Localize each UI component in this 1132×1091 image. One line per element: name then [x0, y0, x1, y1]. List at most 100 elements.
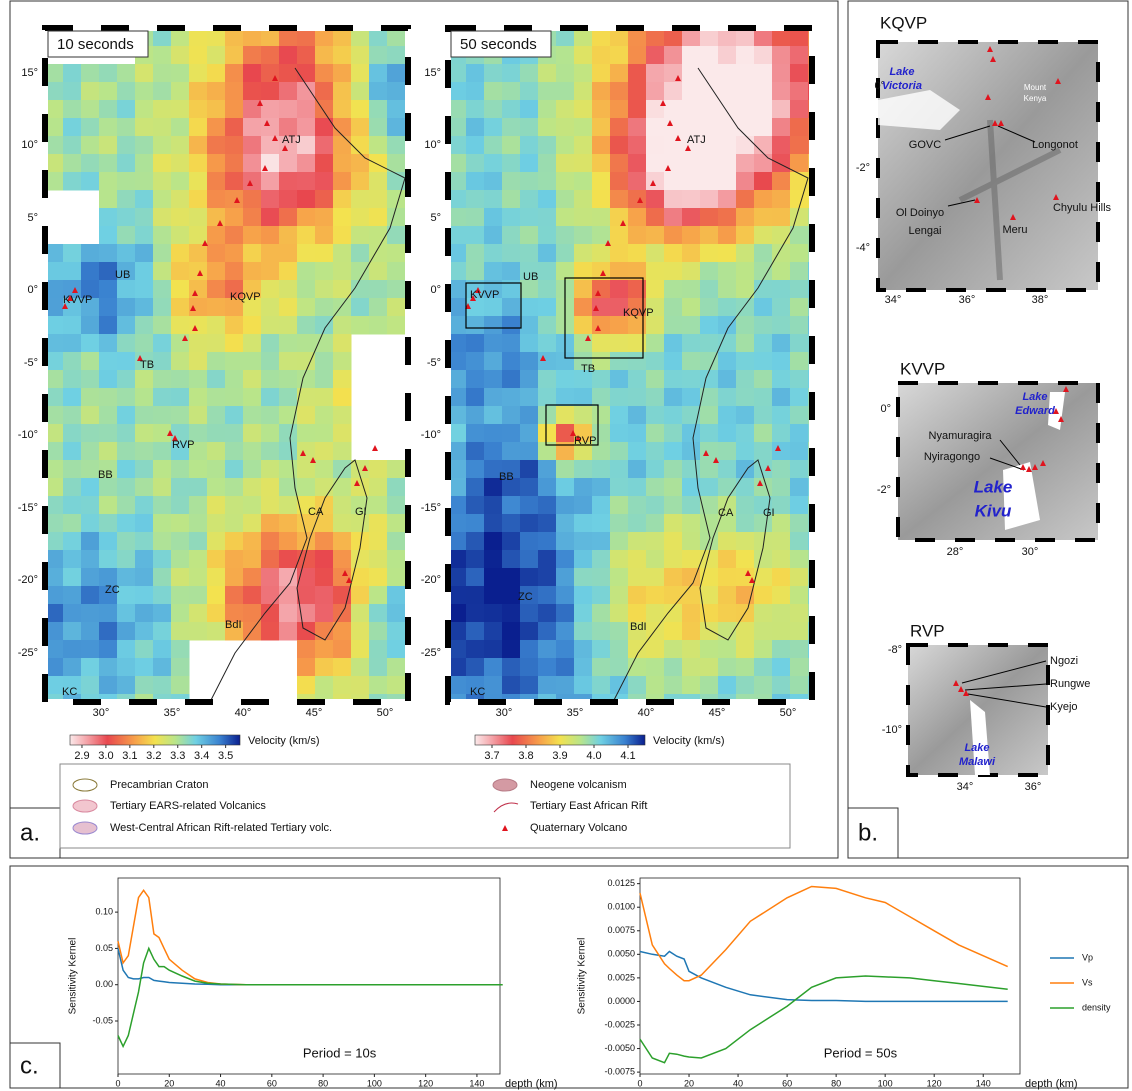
velocity-cell [754, 208, 773, 227]
velocity-cell [189, 568, 208, 587]
velocity-cell [117, 172, 136, 191]
velocity-cell [261, 496, 280, 515]
velocity-cell [556, 388, 575, 407]
velocity-cell [448, 64, 467, 83]
velocity-cell [646, 442, 665, 461]
velocity-cell [297, 208, 316, 227]
volcano [660, 100, 666, 106]
velocity-cell [700, 226, 719, 245]
velocity-cell [610, 244, 629, 263]
velocity-cell [736, 388, 755, 407]
velocity-cell [502, 514, 521, 533]
velocity-cell [646, 244, 665, 263]
velocity-cell [700, 136, 719, 155]
velocity-cell [664, 280, 683, 299]
inset-title: RVP [910, 621, 945, 640]
velocity-cell [502, 550, 521, 569]
velocity-cell [736, 622, 755, 641]
velocity-cell [754, 190, 773, 209]
lat-tick: 5° [27, 212, 38, 224]
velocity-cell [520, 208, 539, 227]
velocity-cell [736, 370, 755, 389]
velocity-cell [261, 424, 280, 443]
pointer [944, 125, 1036, 207]
velocity-cell [448, 298, 467, 317]
velocity-cell [736, 190, 755, 209]
y-tick-label: 0.00 [95, 979, 113, 989]
velocity-cell [646, 316, 665, 335]
velocity-cell [502, 640, 521, 659]
velocity-cell [99, 172, 118, 191]
velocity-cell [261, 406, 280, 425]
velocity-cell [556, 46, 575, 65]
velocity-cell [225, 136, 244, 155]
velocity-cell [448, 154, 467, 173]
velocity-cell [664, 262, 683, 281]
velocity-cell [135, 388, 154, 407]
velocity-cell [45, 118, 64, 137]
legend-icon [72, 821, 98, 835]
velocity-cell [171, 694, 190, 702]
velocity-cell [387, 568, 406, 587]
lon-tick: 45° [709, 707, 726, 719]
velocity-cell [754, 622, 773, 641]
velocity-cell [171, 100, 190, 119]
velocity-cell [682, 658, 701, 677]
velocity-cell [243, 370, 262, 389]
velocity-cell [261, 460, 280, 479]
legend-icon [493, 802, 519, 813]
velocity-cell [207, 478, 226, 497]
velocity-cell [466, 406, 485, 425]
velocity-cell [664, 226, 683, 245]
velocity-cell [448, 100, 467, 119]
velocity-cell [700, 676, 719, 695]
velocity-cell [189, 586, 208, 605]
velocity-cell [736, 658, 755, 677]
velocity-cell [520, 82, 539, 101]
velocity-cell [466, 208, 485, 227]
velocity-cell [297, 622, 316, 641]
velocity-cell [261, 334, 280, 353]
place-label: GI [763, 507, 775, 519]
velocity-cell [754, 28, 773, 47]
velocity-cell [225, 244, 244, 263]
velocity-cell [682, 154, 701, 173]
velocity-cell [574, 280, 593, 299]
velocity-cell [189, 64, 208, 83]
velocity-cell [538, 568, 557, 587]
volcano [72, 287, 78, 293]
velocity-cell [333, 100, 352, 119]
velocity-cell [484, 190, 503, 209]
velocity-cell [189, 280, 208, 299]
velocity-cell [448, 568, 467, 587]
velocity-cell [207, 46, 226, 65]
velocity-cell [466, 460, 485, 479]
velocity-cell [279, 100, 298, 119]
velocity-cell [99, 694, 118, 702]
velocity-cell [207, 154, 226, 173]
velocity-cell [664, 586, 683, 605]
velocity-cell [592, 370, 611, 389]
velocity-cell [63, 244, 82, 263]
velocity-cell [664, 478, 683, 497]
colorbar-tick-label: 3.8 [518, 750, 533, 762]
velocity-cell [387, 640, 406, 659]
velocity-cell [520, 100, 539, 119]
volcano-label: Meru [1002, 224, 1027, 236]
velocity-cell [754, 604, 773, 623]
velocity-cell [592, 118, 611, 137]
velocity-cell [628, 532, 647, 551]
velocity-cell [225, 82, 244, 101]
volcano [190, 305, 196, 311]
volcano [202, 240, 208, 246]
velocity-cell [718, 514, 737, 533]
velocity-cell [315, 388, 334, 407]
y-tick-label: 0.0050 [607, 949, 635, 959]
velocity-cell [81, 406, 100, 425]
velocity-cell [189, 550, 208, 569]
velocity-cell [333, 370, 352, 389]
velocity-cell [772, 658, 791, 677]
label-box [847, 807, 899, 859]
velocity-cell [369, 172, 388, 191]
velocity-cell [592, 352, 611, 371]
